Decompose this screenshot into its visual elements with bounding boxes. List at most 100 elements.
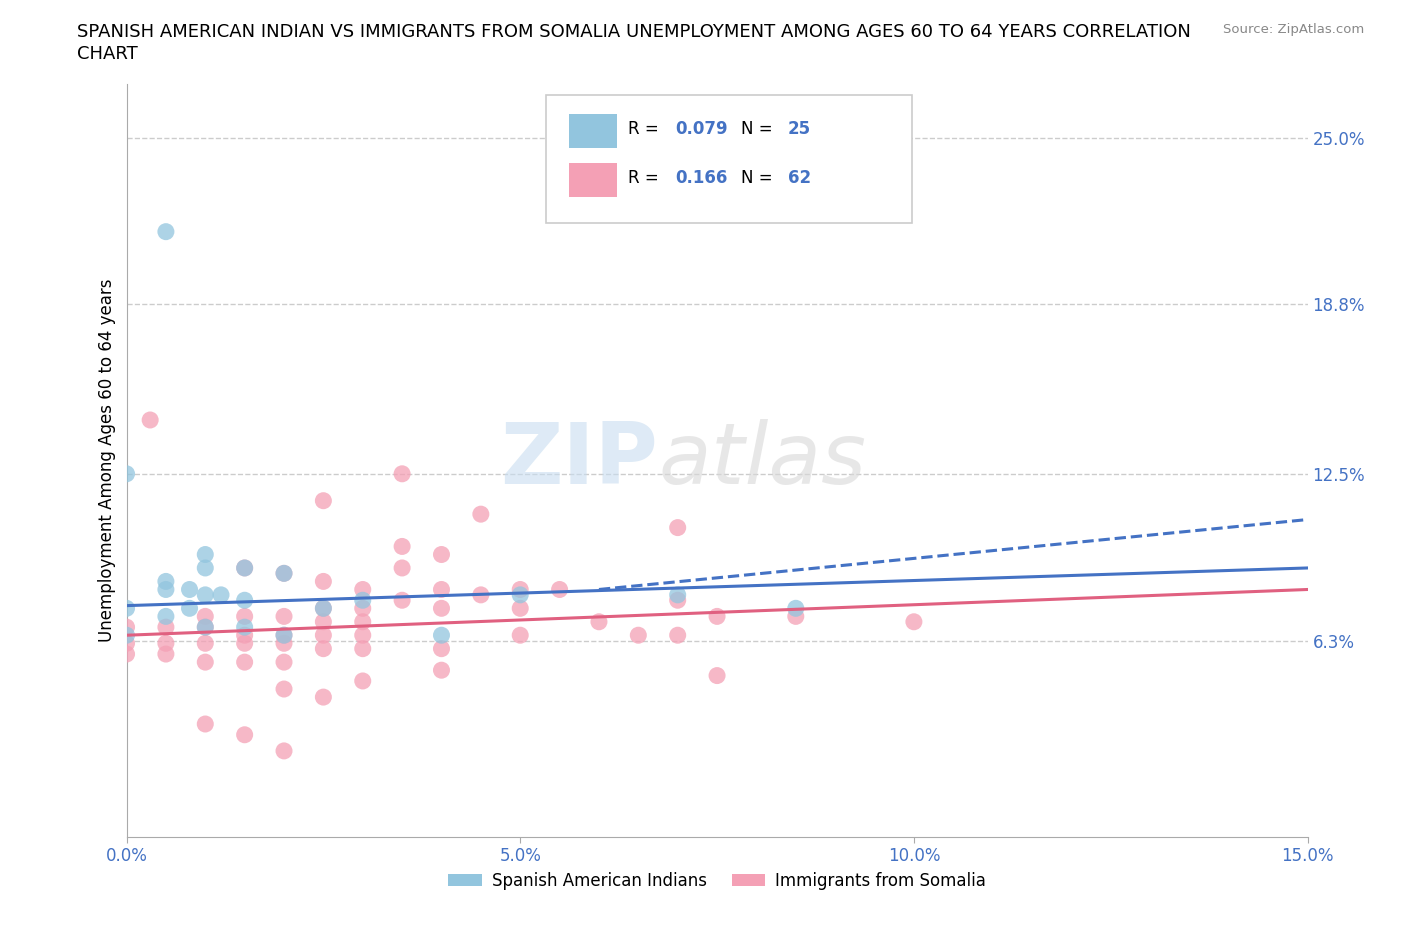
Point bbox=[155, 636, 177, 651]
Point bbox=[391, 561, 413, 576]
Point bbox=[312, 601, 335, 616]
Point bbox=[430, 642, 453, 657]
Y-axis label: Unemployment Among Ages 60 to 64 years: Unemployment Among Ages 60 to 64 years bbox=[98, 279, 117, 642]
Text: N =: N = bbox=[741, 169, 778, 187]
Point bbox=[666, 628, 689, 643]
Point bbox=[470, 507, 492, 522]
Text: CHART: CHART bbox=[77, 45, 138, 62]
Point bbox=[312, 493, 335, 508]
Point bbox=[430, 628, 453, 643]
Text: 0.166: 0.166 bbox=[676, 169, 728, 187]
Point bbox=[391, 539, 413, 554]
Point bbox=[139, 413, 162, 428]
Point bbox=[194, 547, 217, 562]
Point bbox=[155, 609, 177, 624]
Point bbox=[470, 588, 492, 603]
Legend: Spanish American Indians, Immigrants from Somalia: Spanish American Indians, Immigrants fro… bbox=[441, 865, 993, 897]
Point bbox=[273, 636, 295, 651]
Point bbox=[273, 682, 295, 697]
Point bbox=[430, 601, 453, 616]
Point bbox=[273, 628, 295, 643]
Text: 25: 25 bbox=[787, 120, 811, 138]
Point bbox=[194, 619, 217, 634]
Point bbox=[194, 561, 217, 576]
Text: R =: R = bbox=[628, 120, 665, 138]
Point bbox=[233, 609, 256, 624]
Point bbox=[155, 574, 177, 589]
Point bbox=[352, 615, 374, 630]
FancyBboxPatch shape bbox=[569, 163, 617, 197]
Point bbox=[233, 592, 256, 607]
Text: N =: N = bbox=[741, 120, 778, 138]
Point bbox=[233, 727, 256, 742]
Point bbox=[509, 628, 531, 643]
Point bbox=[312, 601, 335, 616]
Point bbox=[194, 619, 217, 634]
Text: Source: ZipAtlas.com: Source: ZipAtlas.com bbox=[1223, 23, 1364, 36]
Text: atlas: atlas bbox=[658, 418, 866, 502]
Point bbox=[233, 561, 256, 576]
Point bbox=[312, 574, 335, 589]
Point bbox=[115, 466, 138, 481]
Point bbox=[588, 615, 610, 630]
Point bbox=[194, 609, 217, 624]
Point bbox=[155, 224, 177, 239]
Point bbox=[115, 628, 138, 643]
Point bbox=[273, 628, 295, 643]
Point bbox=[115, 619, 138, 634]
Point bbox=[233, 619, 256, 634]
Text: ZIP: ZIP bbox=[501, 418, 658, 502]
Point bbox=[194, 588, 217, 603]
Point bbox=[430, 582, 453, 597]
Point bbox=[179, 582, 201, 597]
Point bbox=[352, 642, 374, 657]
Point bbox=[179, 601, 201, 616]
Point bbox=[548, 582, 571, 597]
Point bbox=[666, 520, 689, 535]
Point bbox=[115, 636, 138, 651]
FancyBboxPatch shape bbox=[569, 113, 617, 148]
Point bbox=[273, 609, 295, 624]
Point bbox=[233, 636, 256, 651]
Point bbox=[194, 636, 217, 651]
Point bbox=[785, 601, 807, 616]
Point bbox=[273, 655, 295, 670]
Point bbox=[352, 601, 374, 616]
Text: R =: R = bbox=[628, 169, 665, 187]
Point bbox=[352, 628, 374, 643]
Point bbox=[509, 582, 531, 597]
Point bbox=[666, 588, 689, 603]
Point bbox=[233, 561, 256, 576]
Point bbox=[352, 582, 374, 597]
Point bbox=[273, 743, 295, 758]
Point bbox=[391, 466, 413, 481]
Text: 62: 62 bbox=[787, 169, 811, 187]
Text: 0.079: 0.079 bbox=[676, 120, 728, 138]
Point bbox=[155, 582, 177, 597]
Point bbox=[155, 646, 177, 661]
FancyBboxPatch shape bbox=[546, 95, 912, 223]
Point bbox=[706, 668, 728, 683]
Point bbox=[233, 655, 256, 670]
Point bbox=[273, 565, 295, 580]
Point bbox=[312, 615, 335, 630]
Point bbox=[194, 655, 217, 670]
Point bbox=[115, 601, 138, 616]
Point bbox=[509, 601, 531, 616]
Point bbox=[312, 690, 335, 705]
Point bbox=[312, 642, 335, 657]
Point bbox=[194, 717, 217, 732]
Point bbox=[312, 628, 335, 643]
Point bbox=[903, 615, 925, 630]
Point bbox=[233, 628, 256, 643]
Text: SPANISH AMERICAN INDIAN VS IMMIGRANTS FROM SOMALIA UNEMPLOYMENT AMONG AGES 60 TO: SPANISH AMERICAN INDIAN VS IMMIGRANTS FR… bbox=[77, 23, 1191, 41]
Point bbox=[273, 565, 295, 580]
Point bbox=[391, 592, 413, 607]
Point bbox=[785, 609, 807, 624]
Point bbox=[115, 646, 138, 661]
Point bbox=[209, 588, 232, 603]
Point bbox=[706, 609, 728, 624]
Point bbox=[509, 588, 531, 603]
Point bbox=[352, 673, 374, 688]
Point bbox=[155, 619, 177, 634]
